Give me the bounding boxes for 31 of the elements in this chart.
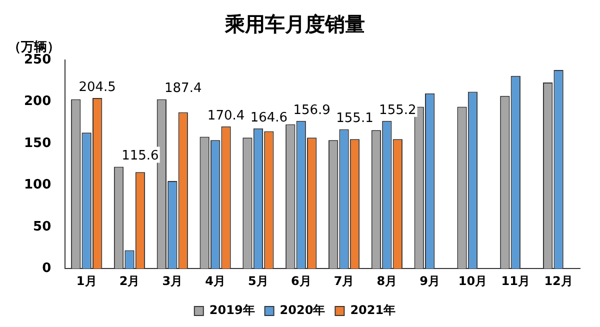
legend-label: 2019年 [209,303,255,318]
y-tick-label: 200 [24,94,52,110]
data-label: 204.5 [78,80,116,95]
x-tick-label: 5月 [248,274,268,288]
x-tick-label: 3月 [162,274,183,288]
y-tick-label: 250 [24,52,52,68]
x-tick-label: 2月 [119,274,140,288]
legend-label: 2021年 [350,303,396,318]
x-tick-label: 6月 [290,274,312,288]
y-axis-title: （万辆） [8,40,60,55]
x-tick-label: 9月 [420,274,440,288]
data-label: 164.6 [250,110,288,126]
data-label: 156.9 [293,102,330,118]
x-tick-label: 1月 [76,274,97,288]
y-tick-label: 150 [24,136,52,151]
x-tick-label: 10月 [458,274,488,288]
data-label: 155.2 [379,102,416,118]
x-tick-label: 4月 [205,274,226,288]
x-tick-label: 11月 [501,274,530,288]
data-label: 115.6 [122,148,159,164]
data-label: 187.4 [164,81,202,96]
data-label: 170.4 [207,108,245,124]
data-label: 155.1 [336,111,374,126]
y-tick-label: 0 [42,260,52,276]
x-tick-label: 8月 [376,274,398,288]
x-tick-label: 12月 [544,274,573,288]
x-tick-label: 7月 [334,274,354,288]
y-tick-label: 100 [24,178,52,193]
legend-label: 2020年 [280,303,326,318]
chart-title: 乘用车月度销量 [224,12,365,36]
y-tick-label: 50 [33,219,52,234]
